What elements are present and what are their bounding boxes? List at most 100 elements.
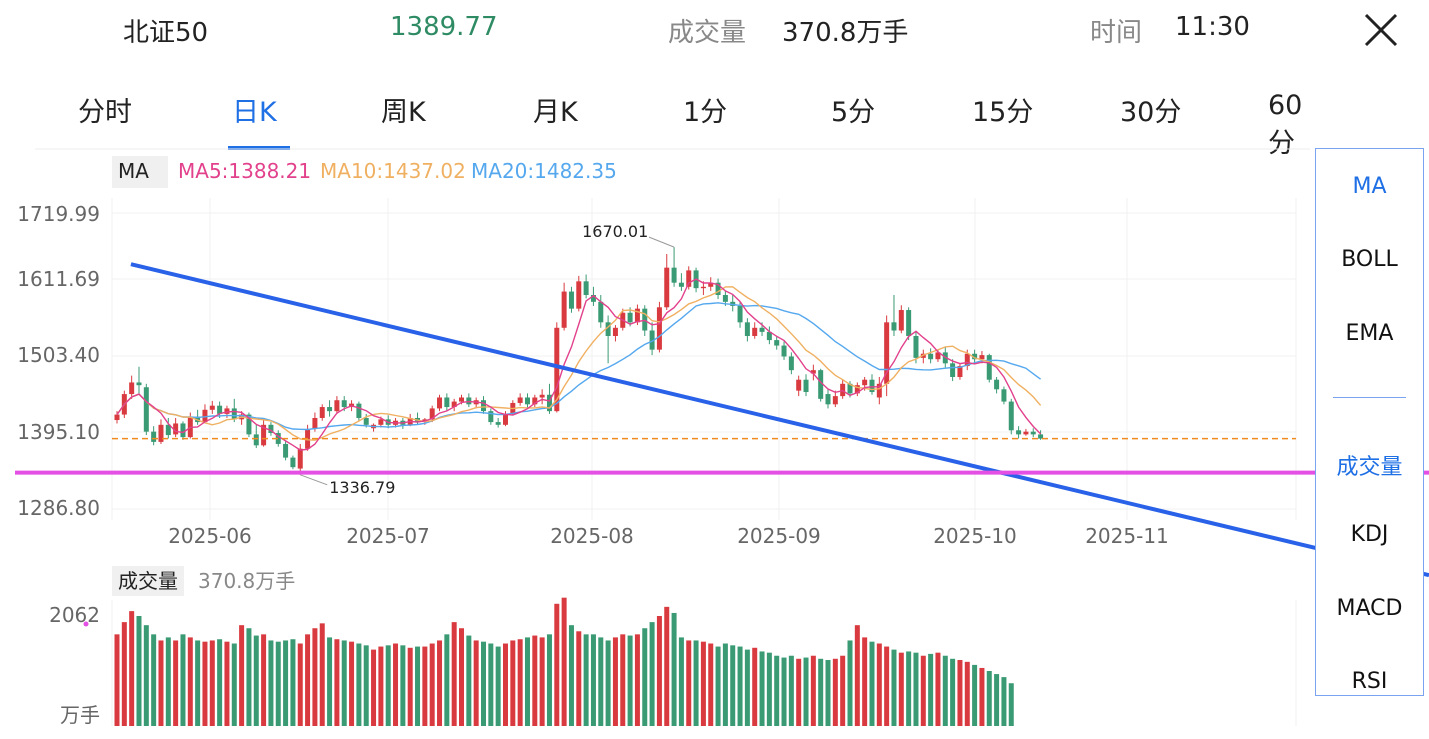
menu-volume[interactable]: 成交量 [1336, 455, 1403, 480]
x-axis: 2025-06 2025-07 2025-08 2025-09 2025-10 … [168, 524, 1169, 548]
menu-kdj[interactable]: KDJ [1350, 522, 1389, 547]
volume-bar [393, 643, 399, 726]
candle-body [737, 305, 743, 323]
volume-bar [305, 634, 311, 726]
volume-bar [129, 611, 135, 726]
candle-body [612, 327, 618, 336]
volume-indicator-value: 370.8万手 [198, 569, 295, 593]
tab-fenshi[interactable]: 分时 [78, 97, 132, 128]
volume-bar [774, 655, 780, 726]
volume-bar [451, 622, 457, 726]
candle-body [759, 327, 765, 332]
volume-bar [173, 640, 179, 726]
x-tick-label: 2025-10 [933, 524, 1017, 548]
volume-bar [268, 640, 274, 726]
candle-body [459, 397, 465, 402]
volume-bar [737, 646, 743, 726]
tab-monthly-k[interactable]: 月K [533, 97, 578, 128]
volume-bar [950, 658, 956, 726]
tab-30min[interactable]: 30分 [1120, 97, 1182, 128]
y-tick-label: 1611.69 [17, 267, 100, 291]
volume-bar [818, 658, 824, 726]
volume-bar [356, 643, 362, 726]
volume-bar [957, 660, 963, 726]
volume-bar [422, 646, 428, 726]
volume-bar [693, 640, 699, 726]
candle-body [297, 448, 303, 469]
tab-1min[interactable]: 1分 [683, 97, 728, 128]
volume-bar [847, 640, 853, 726]
volume-bar [972, 664, 978, 726]
volume-bar [158, 640, 164, 726]
ma20-label: MA20:1482.35 [471, 159, 617, 183]
volume-bar [788, 655, 794, 726]
volume-bar [239, 625, 245, 726]
time-label: 时间 [1090, 18, 1143, 48]
candle-body [986, 355, 992, 380]
tab-15min[interactable]: 15分 [972, 97, 1034, 128]
indicator-menu: MA BOLL EMA 成交量 KDJ MACD RSI [1315, 148, 1424, 696]
candle-body [671, 267, 677, 283]
tab-5min[interactable]: 5分 [831, 97, 876, 128]
candle-body [114, 414, 120, 421]
volume-bar [209, 640, 215, 726]
candle-body [627, 312, 633, 323]
y-tick-label: 1395.10 [17, 420, 100, 444]
volume-bar [473, 640, 479, 726]
candle-body [1016, 430, 1022, 435]
y-axis: 1719.99 1611.69 1503.40 1395.10 1286.80 [17, 202, 100, 520]
candle-body [495, 422, 501, 425]
menu-rsi[interactable]: RSI [1351, 669, 1388, 694]
candle-body [598, 301, 604, 323]
volume-bar [202, 641, 208, 726]
ma-tag-bg [112, 156, 168, 188]
volume-bar [546, 634, 552, 726]
menu-boll[interactable]: BOLL [1341, 247, 1398, 272]
volume-bar [686, 640, 692, 726]
volume-bar [854, 625, 860, 726]
volume-bar [143, 625, 149, 726]
volume-bar [920, 655, 926, 726]
volume-bar [994, 674, 1000, 726]
menu-ema[interactable]: EMA [1345, 321, 1394, 346]
tab-daily-k[interactable]: 日K [232, 97, 277, 128]
volume-bar [913, 652, 919, 726]
candle-body [341, 400, 347, 408]
volume-bar [612, 637, 618, 726]
candle-body [678, 282, 684, 287]
candle-body [1030, 431, 1036, 435]
volume-bar [906, 651, 912, 726]
candle-body [752, 327, 758, 336]
volume-bar [517, 639, 523, 726]
kline-chart[interactable]: MA MA5:1388.21 MA10:1437.02 MA20:1482.35… [0, 148, 1315, 739]
volume-bar [466, 635, 472, 726]
x-tick-label: 2025-07 [346, 524, 430, 548]
candle-body [334, 400, 340, 412]
current-price: 1389.77 [390, 12, 498, 42]
volume-bar [415, 646, 421, 726]
menu-macd[interactable]: MACD [1336, 596, 1403, 621]
tab-60min[interactable]: 60分 [1268, 90, 1303, 159]
volume-bar [1008, 683, 1014, 726]
volume-bar [649, 622, 655, 726]
volume-bar [121, 622, 127, 726]
x-tick-label: 2025-11 [1085, 524, 1169, 548]
candle-body [774, 340, 780, 346]
candle-body [722, 294, 728, 302]
volume-bar [312, 628, 318, 726]
close-icon[interactable] [1363, 12, 1399, 48]
volume-bar [136, 616, 142, 726]
candle-body [283, 443, 289, 458]
volume-bar [532, 635, 538, 726]
volume-bar [349, 641, 355, 726]
ma-tag: MA [118, 159, 149, 183]
tab-weekly-k[interactable]: 周K [381, 97, 426, 128]
volume-bar [752, 647, 758, 726]
candle-body [950, 363, 956, 377]
volume-bar [180, 634, 186, 726]
candle-body [1008, 401, 1014, 431]
volume-bar [605, 640, 611, 726]
volume-bar [884, 646, 890, 726]
menu-ma[interactable]: MA [1352, 174, 1387, 199]
volume-bar [942, 655, 948, 726]
